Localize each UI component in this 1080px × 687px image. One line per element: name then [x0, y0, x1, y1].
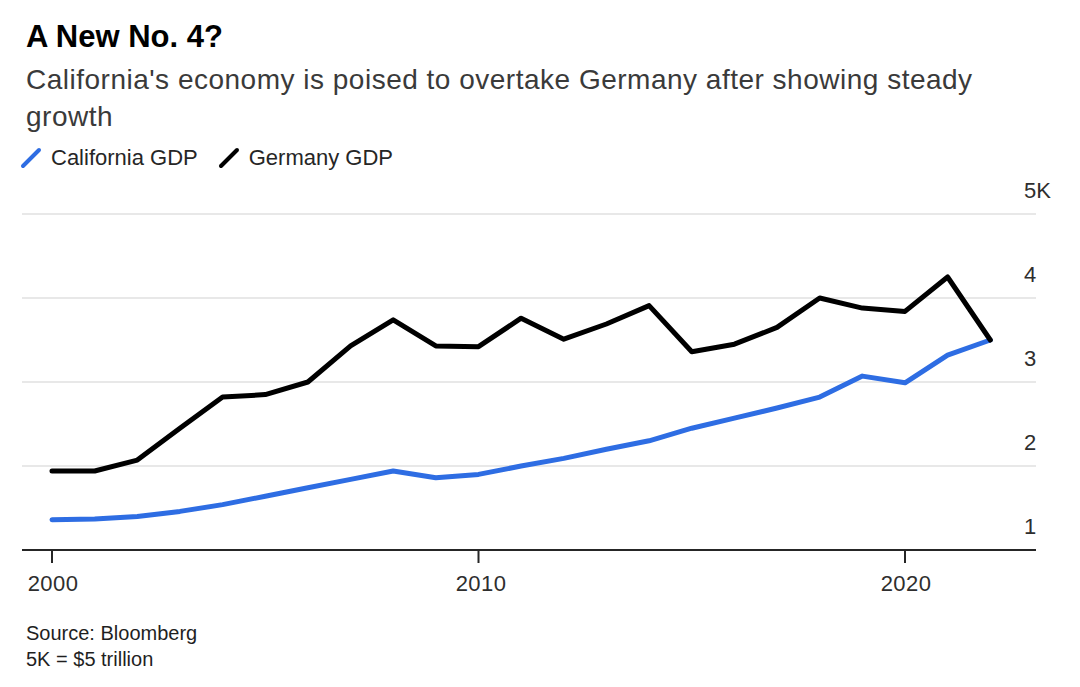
x-axis-label-2000: 2000 [28, 571, 79, 597]
x-axis-label-2020: 2020 [881, 571, 932, 597]
x-axis-ticks [52, 551, 905, 563]
y-axis-label-3: 3 [1024, 346, 1036, 372]
y-axis-label-2: 2 [1024, 430, 1036, 456]
gridlines [22, 214, 1036, 466]
california-line [52, 340, 990, 520]
y-axis-label-4: 4 [1024, 262, 1036, 288]
y-axis-label-5k: 5K [1024, 178, 1051, 204]
unit-note-text: 5K = $5 trillion [26, 646, 197, 672]
chart-footer: Source: Bloomberg 5K = $5 trillion [26, 620, 197, 672]
y-axis-label-1: 1 [1024, 514, 1036, 540]
germany-line [52, 277, 990, 471]
source-text: Source: Bloomberg [26, 620, 197, 646]
x-axis-label-2010: 2010 [456, 571, 507, 597]
